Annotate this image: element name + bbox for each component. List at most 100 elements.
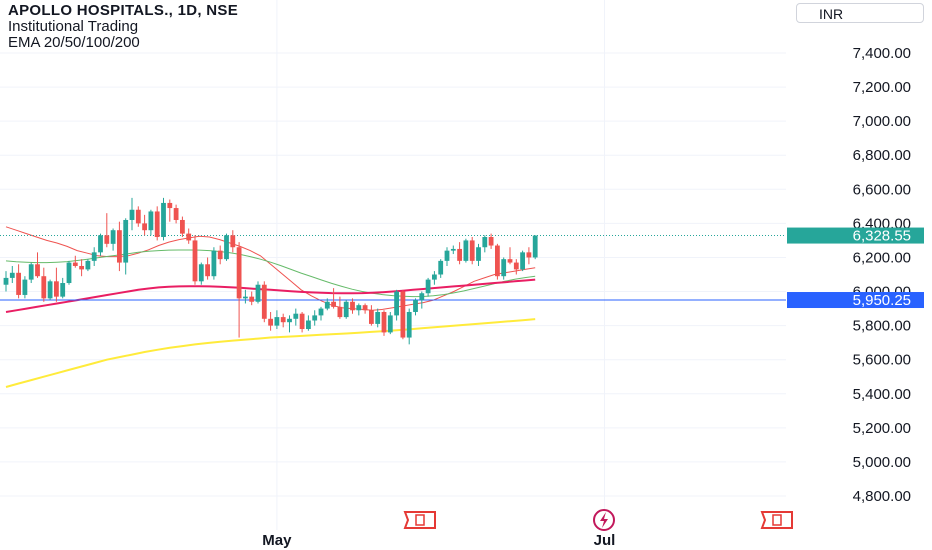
candle-body bbox=[507, 259, 513, 263]
candle-body bbox=[369, 310, 374, 324]
candle-body bbox=[154, 211, 160, 238]
candle bbox=[154, 206, 160, 241]
candle-body bbox=[167, 202, 173, 209]
candle bbox=[488, 233, 494, 249]
candle bbox=[98, 233, 103, 256]
candle bbox=[312, 310, 318, 326]
candle bbox=[72, 255, 78, 268]
currency-button[interactable]: INR bbox=[796, 3, 924, 23]
candle bbox=[413, 298, 418, 316]
candle bbox=[495, 243, 500, 280]
candle-body bbox=[129, 209, 135, 220]
price-axis-label: 6,200.00 bbox=[853, 249, 911, 266]
candle bbox=[161, 197, 166, 241]
candle bbox=[217, 245, 223, 265]
candle bbox=[192, 235, 198, 285]
candle bbox=[444, 247, 450, 266]
candle bbox=[438, 259, 444, 278]
symbol-title[interactable]: APOLLO HOSPITALS., 1D, NSE bbox=[8, 2, 239, 19]
candle bbox=[35, 252, 40, 278]
candle-body bbox=[3, 277, 9, 285]
candle-body bbox=[205, 264, 210, 277]
candle bbox=[167, 199, 173, 222]
candle bbox=[450, 245, 456, 255]
candle-body bbox=[173, 208, 179, 220]
candle-body bbox=[85, 260, 91, 270]
candle bbox=[186, 228, 192, 244]
candle bbox=[532, 235, 538, 260]
candle-body bbox=[381, 311, 387, 333]
candle bbox=[432, 271, 437, 285]
candle-body bbox=[520, 252, 525, 270]
lightning-icon-bolt bbox=[600, 512, 608, 528]
candle bbox=[280, 313, 286, 328]
candle-body bbox=[375, 311, 381, 324]
candle-body bbox=[224, 235, 229, 260]
candle-body bbox=[337, 306, 343, 318]
candle bbox=[343, 300, 349, 319]
time-axis-label: Jul bbox=[594, 532, 616, 549]
candle-body bbox=[236, 247, 242, 299]
price-axis-label: 5,600.00 bbox=[853, 352, 911, 369]
candle-body bbox=[287, 318, 292, 323]
candle-body bbox=[66, 262, 72, 284]
candle bbox=[526, 247, 532, 265]
candle-body bbox=[331, 301, 336, 307]
candle-body bbox=[482, 237, 488, 248]
candle-body bbox=[526, 252, 532, 258]
ema-100-line bbox=[5, 278, 536, 313]
earnings-icon-shape bbox=[760, 511, 793, 529]
candle-body bbox=[324, 301, 330, 309]
candle-body bbox=[444, 250, 450, 261]
candle bbox=[293, 308, 299, 326]
candle bbox=[123, 218, 129, 275]
candle-body bbox=[306, 320, 311, 330]
candle bbox=[381, 310, 387, 336]
candle bbox=[469, 237, 475, 265]
candle bbox=[457, 242, 462, 265]
candle bbox=[369, 305, 374, 326]
price-axis-label: 5,000.00 bbox=[853, 454, 911, 471]
candle bbox=[268, 311, 273, 331]
earnings-icon[interactable] bbox=[760, 511, 793, 529]
horizontal-line-tag-bg bbox=[787, 292, 924, 309]
price-axis-label: 4,800.00 bbox=[853, 488, 911, 505]
candle bbox=[476, 243, 481, 266]
candle bbox=[104, 213, 110, 248]
candle-body bbox=[243, 296, 248, 299]
candle-body bbox=[47, 281, 53, 299]
candle bbox=[117, 221, 122, 272]
candle bbox=[406, 308, 412, 345]
earnings-icon[interactable] bbox=[403, 511, 436, 529]
candle bbox=[79, 259, 84, 277]
candle-body bbox=[450, 248, 456, 251]
candle-body bbox=[72, 262, 78, 266]
candle bbox=[85, 259, 91, 272]
candle bbox=[513, 259, 519, 275]
candle-body bbox=[79, 265, 84, 270]
candle bbox=[318, 306, 324, 321]
price-axis-bg bbox=[786, 0, 932, 550]
candle-body bbox=[104, 235, 110, 244]
candle-body bbox=[22, 279, 28, 295]
earnings-icon-letter bbox=[415, 514, 425, 526]
candle bbox=[425, 277, 431, 297]
candle bbox=[507, 247, 513, 265]
price-axis-label: 5,400.00 bbox=[853, 386, 911, 403]
candle-body bbox=[488, 237, 494, 246]
candle-body bbox=[362, 305, 368, 311]
candle-body bbox=[356, 305, 362, 311]
candle-body bbox=[217, 250, 223, 260]
candle-body bbox=[180, 219, 185, 234]
chart-legend: APOLLO HOSPITALS., 1D, NSE Institutional… bbox=[8, 3, 238, 51]
price-axis-label: 6,600.00 bbox=[853, 181, 911, 198]
candle bbox=[482, 235, 488, 253]
indicator-label[interactable]: Institutional Trading bbox=[8, 18, 139, 35]
candle bbox=[180, 216, 185, 238]
ema-indicator-label[interactable]: EMA 20/50/100/200 bbox=[8, 34, 140, 51]
candle-body bbox=[41, 276, 47, 299]
candle bbox=[16, 264, 21, 299]
lightning-icon[interactable] bbox=[593, 509, 615, 531]
candle bbox=[331, 288, 336, 309]
